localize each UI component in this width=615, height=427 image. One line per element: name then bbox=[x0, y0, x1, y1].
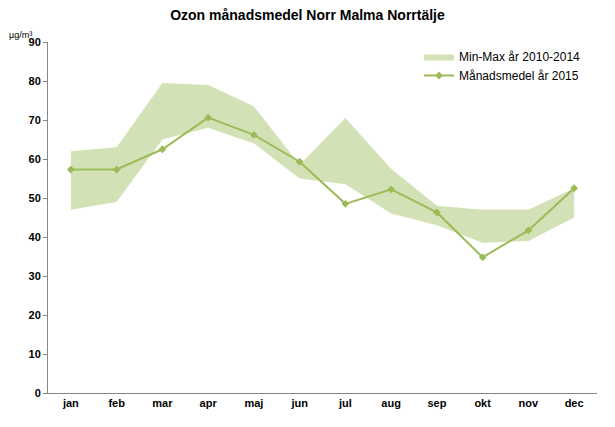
svg-text:nov: nov bbox=[519, 397, 539, 409]
svg-text:30: 30 bbox=[29, 270, 41, 282]
svg-text:mar: mar bbox=[152, 397, 173, 409]
svg-text:70: 70 bbox=[29, 114, 41, 126]
svg-text:10: 10 bbox=[29, 348, 41, 360]
svg-text:jan: jan bbox=[62, 397, 79, 409]
svg-text:okt: okt bbox=[474, 397, 491, 409]
svg-text:µg/m³: µg/m³ bbox=[9, 30, 32, 40]
svg-text:0: 0 bbox=[35, 387, 41, 399]
svg-text:90: 90 bbox=[29, 36, 41, 48]
svg-text:Månadsmedel år 2015: Månadsmedel år 2015 bbox=[459, 69, 579, 83]
svg-text:apr: apr bbox=[200, 397, 218, 409]
svg-text:jul: jul bbox=[338, 397, 352, 409]
svg-text:40: 40 bbox=[29, 231, 41, 243]
svg-text:sep: sep bbox=[427, 397, 446, 409]
svg-text:20: 20 bbox=[29, 309, 41, 321]
svg-text:aug: aug bbox=[381, 397, 401, 409]
svg-text:60: 60 bbox=[29, 153, 41, 165]
svg-text:jun: jun bbox=[290, 397, 308, 409]
svg-text:80: 80 bbox=[29, 75, 41, 87]
svg-text:dec: dec bbox=[565, 397, 584, 409]
svg-text:feb: feb bbox=[108, 397, 125, 409]
svg-text:Ozon månadsmedel Norr Malma No: Ozon månadsmedel Norr Malma Norrtälje bbox=[170, 7, 445, 23]
svg-text:50: 50 bbox=[29, 192, 41, 204]
svg-text:Min-Max år 2010-2014: Min-Max år 2010-2014 bbox=[459, 50, 580, 64]
svg-text:maj: maj bbox=[244, 397, 263, 409]
